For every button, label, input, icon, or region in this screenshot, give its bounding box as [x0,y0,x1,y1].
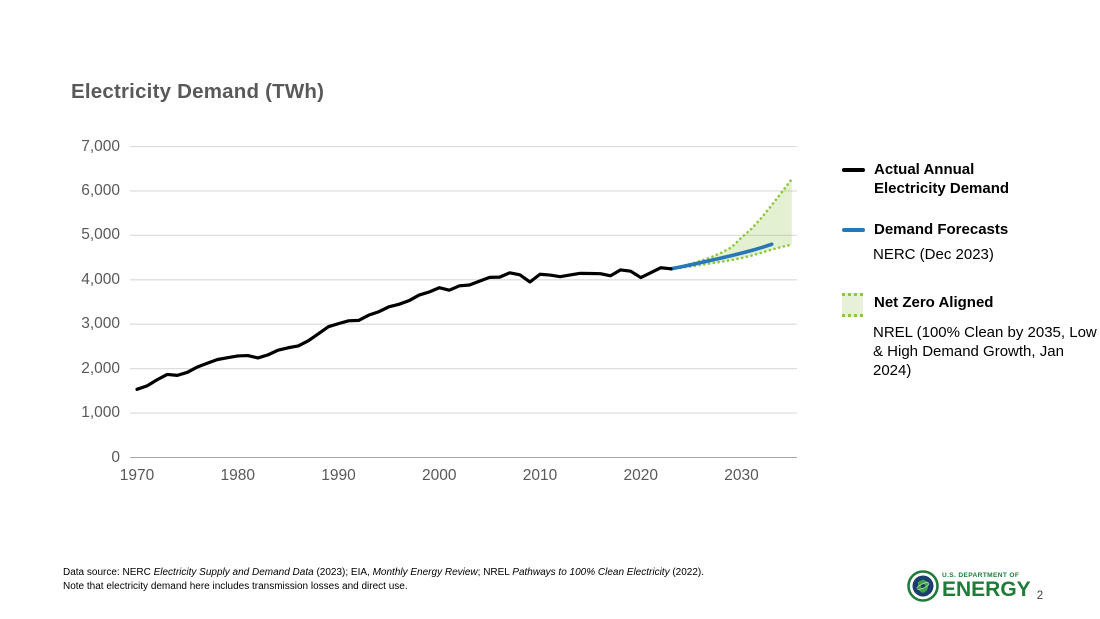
y-tick-label: 4,000 [81,270,120,288]
source-segment: (2022). [669,567,705,578]
x-tick-label: 2000 [422,467,457,484]
nerc_forecast-line [669,242,774,271]
source-segment: Data source: NERC [63,567,154,578]
y-tick-label: 7,000 [81,137,120,155]
source-line: Data source: NERC Electricity Supply and… [63,566,704,580]
source-segment: (2023); EIA, [313,567,373,578]
page-number: 2 [1036,590,1044,602]
y-tick-label: 5,000 [81,226,120,244]
source-segment: Pathways to 100% Clean Electricity [512,567,670,578]
doe-seal-icon [907,570,939,602]
x-tick-label: 1980 [220,467,255,484]
y-tick-label: 0 [111,448,120,466]
y-tick-label: 2,000 [81,359,120,377]
legend-sublabel-nrel: NREL (100% Clean by 2035, Low & High Dem… [873,324,1097,379]
source-segment: ; NREL [477,567,513,578]
y-tick-label: 6,000 [81,181,120,199]
legend-label-forecast: Demand Forecasts [874,221,1009,238]
doe-logo: U.S. DEPARTMENT OF ENERGY [907,570,1031,602]
green-dotted-area-swatch-icon [842,293,863,317]
source-segment: Monthly Energy Review [372,567,478,578]
legend-sublabel-nerc: NERC (Dec 2023) [873,246,994,263]
legend-item-actual: Actual Annual Electricity Demand [842,160,1098,198]
actual-line [135,266,673,391]
chart-title: Electricity Demand (TWh) [71,80,325,103]
x-tick-label: 2030 [724,467,759,484]
legend-label-actual: Actual Annual Electricity Demand [874,161,1010,197]
legend-label-netzero: Net Zero Aligned [874,294,994,311]
source-segment: Electricity Supply and Demand Data [153,567,314,578]
legend-item-netzero: Net Zero Aligned [842,293,1098,317]
doe-agency-name: ENERGY [942,578,1031,601]
doe-department-line: U.S. DEPARTMENT OF [942,572,1020,579]
y-tick-label: 3,000 [81,315,120,333]
black-line-swatch-icon [842,168,865,172]
x-tick-label: 2010 [522,467,558,484]
doe-wordmark: U.S. DEPARTMENT OF ENERGY [942,572,1031,600]
chart-legend: Actual Annual Electricity Demand Demand … [842,160,1098,380]
y-tick-label: 1,000 [81,404,120,422]
x-tick-label: 1990 [321,467,356,484]
legend-item-forecast: Demand Forecasts [842,220,1098,239]
x-tick-label: 1970 [119,467,155,484]
blue-line-swatch-icon [842,228,865,232]
x-tick-label: 2020 [623,467,658,484]
data-source-note: Data source: NERC Electricity Supply and… [63,566,704,593]
note-line: Note that electricity demand here includ… [63,580,408,592]
